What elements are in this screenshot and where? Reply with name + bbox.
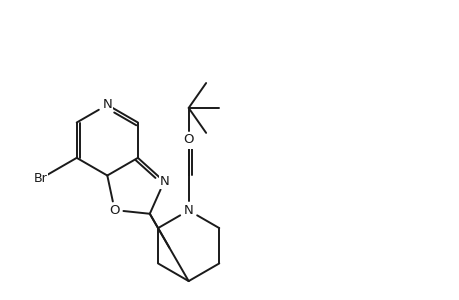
Text: N: N [184, 204, 193, 217]
Text: O: O [183, 133, 194, 146]
Text: N: N [102, 98, 112, 111]
Text: O: O [109, 204, 120, 217]
Text: O: O [183, 135, 194, 148]
Text: Br: Br [34, 172, 47, 185]
Text: N: N [159, 175, 168, 188]
